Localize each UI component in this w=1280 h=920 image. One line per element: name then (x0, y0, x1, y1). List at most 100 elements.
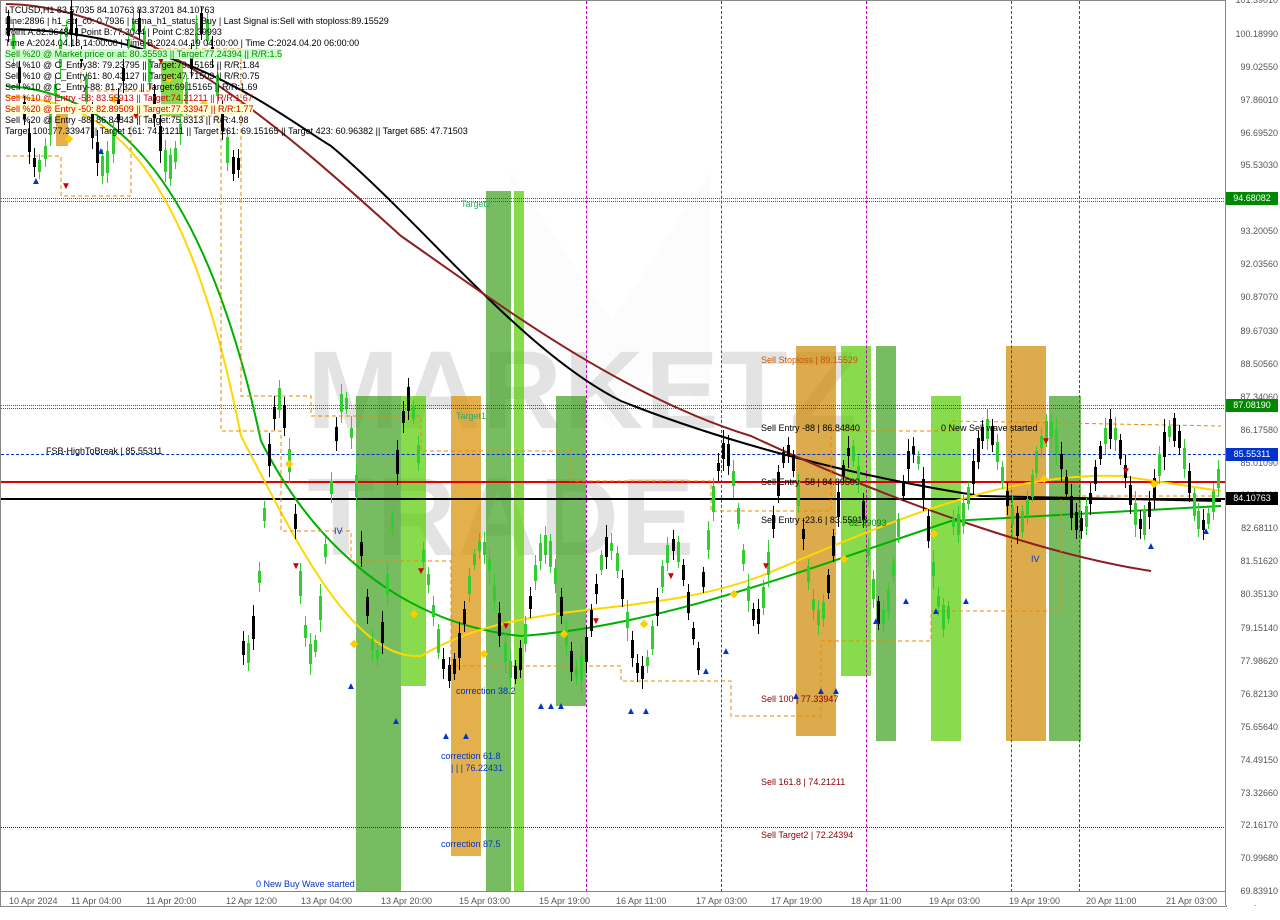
candle-body (872, 579, 875, 599)
candle-body (732, 471, 735, 486)
candle-body (458, 633, 461, 658)
candle-body (504, 643, 507, 662)
candle-body (605, 537, 608, 557)
candle-body (417, 445, 420, 463)
candle-body (1075, 512, 1078, 530)
candle-body (294, 514, 297, 529)
x-tick: 15 Apr 19:00 (539, 896, 590, 906)
candle-body (1016, 513, 1019, 537)
candle-body (263, 508, 266, 521)
candle-body (1080, 518, 1083, 531)
candle-body (957, 514, 960, 536)
down-arrow-icon: ▼ (591, 616, 601, 627)
candle-body (412, 406, 415, 419)
candle-body (762, 587, 765, 608)
diamond-marker (640, 620, 648, 628)
candle-body (237, 158, 240, 170)
candle-body (278, 388, 281, 410)
candle-body (651, 626, 654, 649)
candle-body (802, 529, 805, 539)
v-marker (1011, 1, 1012, 892)
info-line: Sell %10 @ C_Entry61: 80.43127 || Target… (5, 71, 259, 81)
candle-body (1134, 503, 1137, 525)
chart-area[interactable]: MARKETZ TRADE ▲▼▲▼▼▲▼▲▲▼▲▲▼▲▲▲▼▲▲▼▲▲▼▲▲▲… (0, 0, 1227, 907)
candle-body (1188, 471, 1191, 493)
up-arrow-icon: ▲ (391, 716, 401, 727)
h-level (1, 405, 1226, 406)
candle-body (1060, 454, 1063, 469)
candle-body (702, 572, 705, 587)
down-arrow-icon: ▼ (501, 621, 511, 632)
price-level-label: 84.10763 (1226, 492, 1278, 505)
candle-body (468, 576, 471, 594)
candle-body (672, 539, 675, 552)
candle-body (309, 644, 312, 664)
info-line: Point A:82.36486 | Point B:77.3044 | Poi… (5, 27, 222, 37)
candle-body (386, 574, 389, 595)
candle-body (247, 643, 250, 664)
candle-body (847, 448, 850, 457)
h-level (1, 408, 1226, 409)
candle-body (661, 566, 664, 586)
candle-body (366, 597, 369, 616)
annotation: FSB-HighToBreak | 85.55311 (46, 446, 162, 456)
up-arrow-icon: ▲ (641, 706, 651, 717)
candle-body (580, 655, 583, 681)
candle-body (432, 605, 435, 617)
candle-body (967, 487, 970, 504)
up-arrow-icon: ▲ (701, 666, 711, 677)
info-line: Sell %10 @ C_Entry38: 79.23795 || Target… (5, 60, 259, 70)
y-tick: 76.82130 (1240, 689, 1278, 699)
volume-bar (451, 396, 481, 856)
annotation: Sell Entry -58 | 84.89509 (761, 477, 860, 487)
x-tick: 12 Apr 12:00 (226, 896, 277, 906)
candle-body (299, 571, 302, 596)
info-line: Target 100: 77.33947 || Target 161: 74.2… (5, 126, 468, 136)
candle-body (437, 629, 440, 653)
up-arrow-icon: ▲ (901, 596, 911, 607)
candle-body (737, 508, 740, 524)
volume-bar (401, 396, 426, 686)
x-tick: 10 Apr 2024 (9, 896, 58, 906)
candle-body (842, 465, 845, 475)
candle-body (304, 625, 307, 637)
candle-body (996, 442, 999, 462)
candle-body (478, 541, 481, 551)
candle-body (258, 571, 261, 583)
candle-body (493, 585, 496, 601)
candle-body (852, 446, 855, 461)
candle-body (787, 445, 790, 455)
candle-body (641, 666, 644, 678)
candle-body (1163, 432, 1166, 458)
candle-body (687, 592, 690, 613)
info-line: Line:2896 | h1_atr_c0: 0.7936 | tema_h1_… (5, 16, 389, 26)
candle-body (226, 137, 229, 163)
x-tick: 19 Apr 03:00 (929, 896, 980, 906)
candle-body (402, 411, 405, 423)
candle-body (391, 515, 394, 531)
y-tick: 75.65640 (1240, 722, 1278, 732)
down-arrow-icon: ▼ (291, 561, 301, 572)
candle-body (646, 657, 649, 666)
info-line: Sell %10 @ C_Entry-88: 81.7320 || Target… (5, 82, 257, 92)
x-tick: 15 Apr 03:00 (459, 896, 510, 906)
candle-body (1139, 519, 1142, 529)
candle-body (1026, 499, 1029, 517)
candle-body (268, 444, 271, 467)
candle-body (427, 574, 430, 585)
candle-body (682, 565, 685, 580)
up-arrow-icon: ▲ (1146, 541, 1156, 552)
candle-body (757, 609, 760, 624)
volume-bar (356, 396, 401, 891)
candle-body (252, 616, 255, 639)
annotation: correction 61.8 (441, 751, 501, 761)
y-tick: 90.87070 (1240, 292, 1278, 302)
info-line: Sell %20 @ Entry -88: 86.84843 || Target… (5, 115, 248, 125)
up-arrow-icon: ▲ (931, 606, 941, 617)
candle-body (340, 394, 343, 412)
candle-body (595, 584, 598, 594)
volume-bar (514, 191, 524, 891)
h-level (1, 201, 1226, 202)
candle-body (631, 640, 634, 658)
candle-body (335, 427, 338, 441)
